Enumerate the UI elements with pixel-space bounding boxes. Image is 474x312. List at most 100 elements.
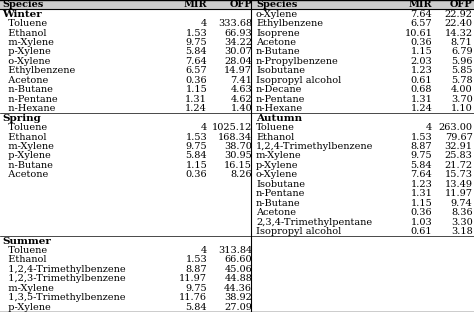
Text: 8.36: 8.36 — [451, 208, 473, 217]
Text: OFP: OFP — [229, 0, 252, 9]
FancyBboxPatch shape — [0, 227, 474, 236]
Text: 1.15: 1.15 — [185, 161, 207, 170]
Text: 4: 4 — [201, 246, 207, 255]
Text: 2,3,4-Trimethylpentane: 2,3,4-Trimethylpentane — [256, 218, 372, 227]
Text: p-Xylene: p-Xylene — [2, 152, 51, 160]
Text: o-Xylene: o-Xylene — [2, 57, 51, 66]
Text: 66.93: 66.93 — [224, 29, 252, 37]
Text: Spring: Spring — [2, 114, 41, 123]
Text: 4: 4 — [201, 19, 207, 28]
Text: 1,2,3-Trimethylbenzene: 1,2,3-Trimethylbenzene — [2, 275, 126, 283]
Text: Isobutane: Isobutane — [256, 180, 305, 189]
Text: 5.85: 5.85 — [451, 66, 473, 76]
Text: 15.73: 15.73 — [445, 170, 473, 179]
FancyBboxPatch shape — [0, 284, 474, 293]
Text: Acetone: Acetone — [2, 76, 49, 85]
Text: 9.74: 9.74 — [451, 199, 473, 208]
FancyBboxPatch shape — [0, 255, 474, 265]
Text: Ethanol: Ethanol — [256, 133, 294, 142]
Text: n-Decane: n-Decane — [256, 85, 302, 94]
Text: Toluene: Toluene — [2, 123, 47, 132]
Text: 1,3,5-Trimethylbenzene: 1,3,5-Trimethylbenzene — [2, 293, 126, 302]
Text: 1.53: 1.53 — [185, 29, 207, 37]
Text: 66.60: 66.60 — [225, 256, 252, 265]
Text: 4: 4 — [201, 123, 207, 132]
FancyBboxPatch shape — [0, 217, 474, 227]
FancyBboxPatch shape — [0, 151, 474, 161]
Text: 1.31: 1.31 — [185, 95, 207, 104]
FancyBboxPatch shape — [0, 246, 474, 255]
Text: n-Butane: n-Butane — [256, 199, 301, 208]
Text: 5.84: 5.84 — [185, 303, 207, 312]
Text: 5.84: 5.84 — [410, 161, 432, 170]
Text: 4.63: 4.63 — [230, 85, 252, 94]
Text: MIR: MIR — [183, 0, 207, 9]
FancyBboxPatch shape — [0, 104, 474, 114]
FancyBboxPatch shape — [0, 189, 474, 198]
Text: 44.88: 44.88 — [224, 275, 252, 283]
Text: 30.95: 30.95 — [224, 152, 252, 160]
Text: Ethylbenzene: Ethylbenzene — [256, 19, 323, 28]
Text: Acetone: Acetone — [2, 170, 49, 179]
Text: 2.03: 2.03 — [410, 57, 432, 66]
Text: 13.49: 13.49 — [445, 180, 473, 189]
Text: 4.62: 4.62 — [230, 95, 252, 104]
Text: 1.31: 1.31 — [410, 95, 432, 104]
Text: 5.78: 5.78 — [451, 76, 473, 85]
Text: 3.18: 3.18 — [451, 227, 473, 236]
Text: 27.09: 27.09 — [224, 303, 252, 312]
Text: 4: 4 — [426, 123, 432, 132]
Text: 9.75: 9.75 — [185, 142, 207, 151]
Text: Isobutane: Isobutane — [256, 66, 305, 76]
Text: 1.10: 1.10 — [451, 104, 473, 113]
Text: 263.00: 263.00 — [438, 123, 473, 132]
Text: 333.68: 333.68 — [218, 19, 252, 28]
Text: 7.64: 7.64 — [185, 57, 207, 66]
Text: 0.61: 0.61 — [410, 76, 432, 85]
Text: 1.15: 1.15 — [185, 85, 207, 94]
Text: 0.36: 0.36 — [410, 38, 432, 47]
Text: 6.57: 6.57 — [410, 19, 432, 28]
Text: 44.36: 44.36 — [224, 284, 252, 293]
Text: Acetone: Acetone — [256, 38, 296, 47]
Text: o-Xylene: o-Xylene — [256, 10, 298, 19]
Text: 11.76: 11.76 — [179, 293, 207, 302]
Text: 7.64: 7.64 — [410, 170, 432, 179]
Text: 22.92: 22.92 — [445, 10, 473, 19]
Text: 16.15: 16.15 — [224, 161, 252, 170]
Text: m-Xylene: m-Xylene — [2, 142, 54, 151]
FancyBboxPatch shape — [0, 114, 474, 123]
Text: 14.97: 14.97 — [224, 66, 252, 76]
Text: 30.07: 30.07 — [224, 47, 252, 56]
Text: n-Butane: n-Butane — [256, 47, 301, 56]
FancyBboxPatch shape — [0, 95, 474, 104]
FancyBboxPatch shape — [0, 198, 474, 208]
Text: OFP: OFP — [450, 0, 473, 9]
Text: n-Pentane: n-Pentane — [256, 95, 305, 104]
Text: 1.15: 1.15 — [410, 199, 432, 208]
Text: 32.91: 32.91 — [445, 142, 473, 151]
FancyBboxPatch shape — [0, 265, 474, 274]
FancyBboxPatch shape — [0, 38, 474, 47]
FancyBboxPatch shape — [0, 19, 474, 28]
Text: Ethanol: Ethanol — [2, 29, 47, 37]
Text: 34.22: 34.22 — [224, 38, 252, 47]
Text: Winter: Winter — [2, 10, 42, 19]
Text: m-Xylene: m-Xylene — [2, 38, 54, 47]
Text: 3.30: 3.30 — [451, 218, 473, 227]
Text: Ethylbenzene: Ethylbenzene — [2, 66, 76, 76]
FancyBboxPatch shape — [0, 161, 474, 170]
Text: p-Xylene: p-Xylene — [256, 161, 299, 170]
Text: 1.24: 1.24 — [410, 104, 432, 113]
Text: 313.84: 313.84 — [218, 246, 252, 255]
Text: 0.36: 0.36 — [410, 208, 432, 217]
Text: Species: Species — [256, 0, 297, 9]
Text: MIR: MIR — [409, 0, 432, 9]
Text: 5.84: 5.84 — [185, 152, 207, 160]
Text: 1.53: 1.53 — [185, 256, 207, 265]
Text: Isopropyl alcohol: Isopropyl alcohol — [256, 76, 341, 85]
Text: n-Pentane: n-Pentane — [2, 95, 58, 104]
Text: 7.41: 7.41 — [230, 76, 252, 85]
Text: 1.40: 1.40 — [230, 104, 252, 113]
FancyBboxPatch shape — [0, 293, 474, 303]
